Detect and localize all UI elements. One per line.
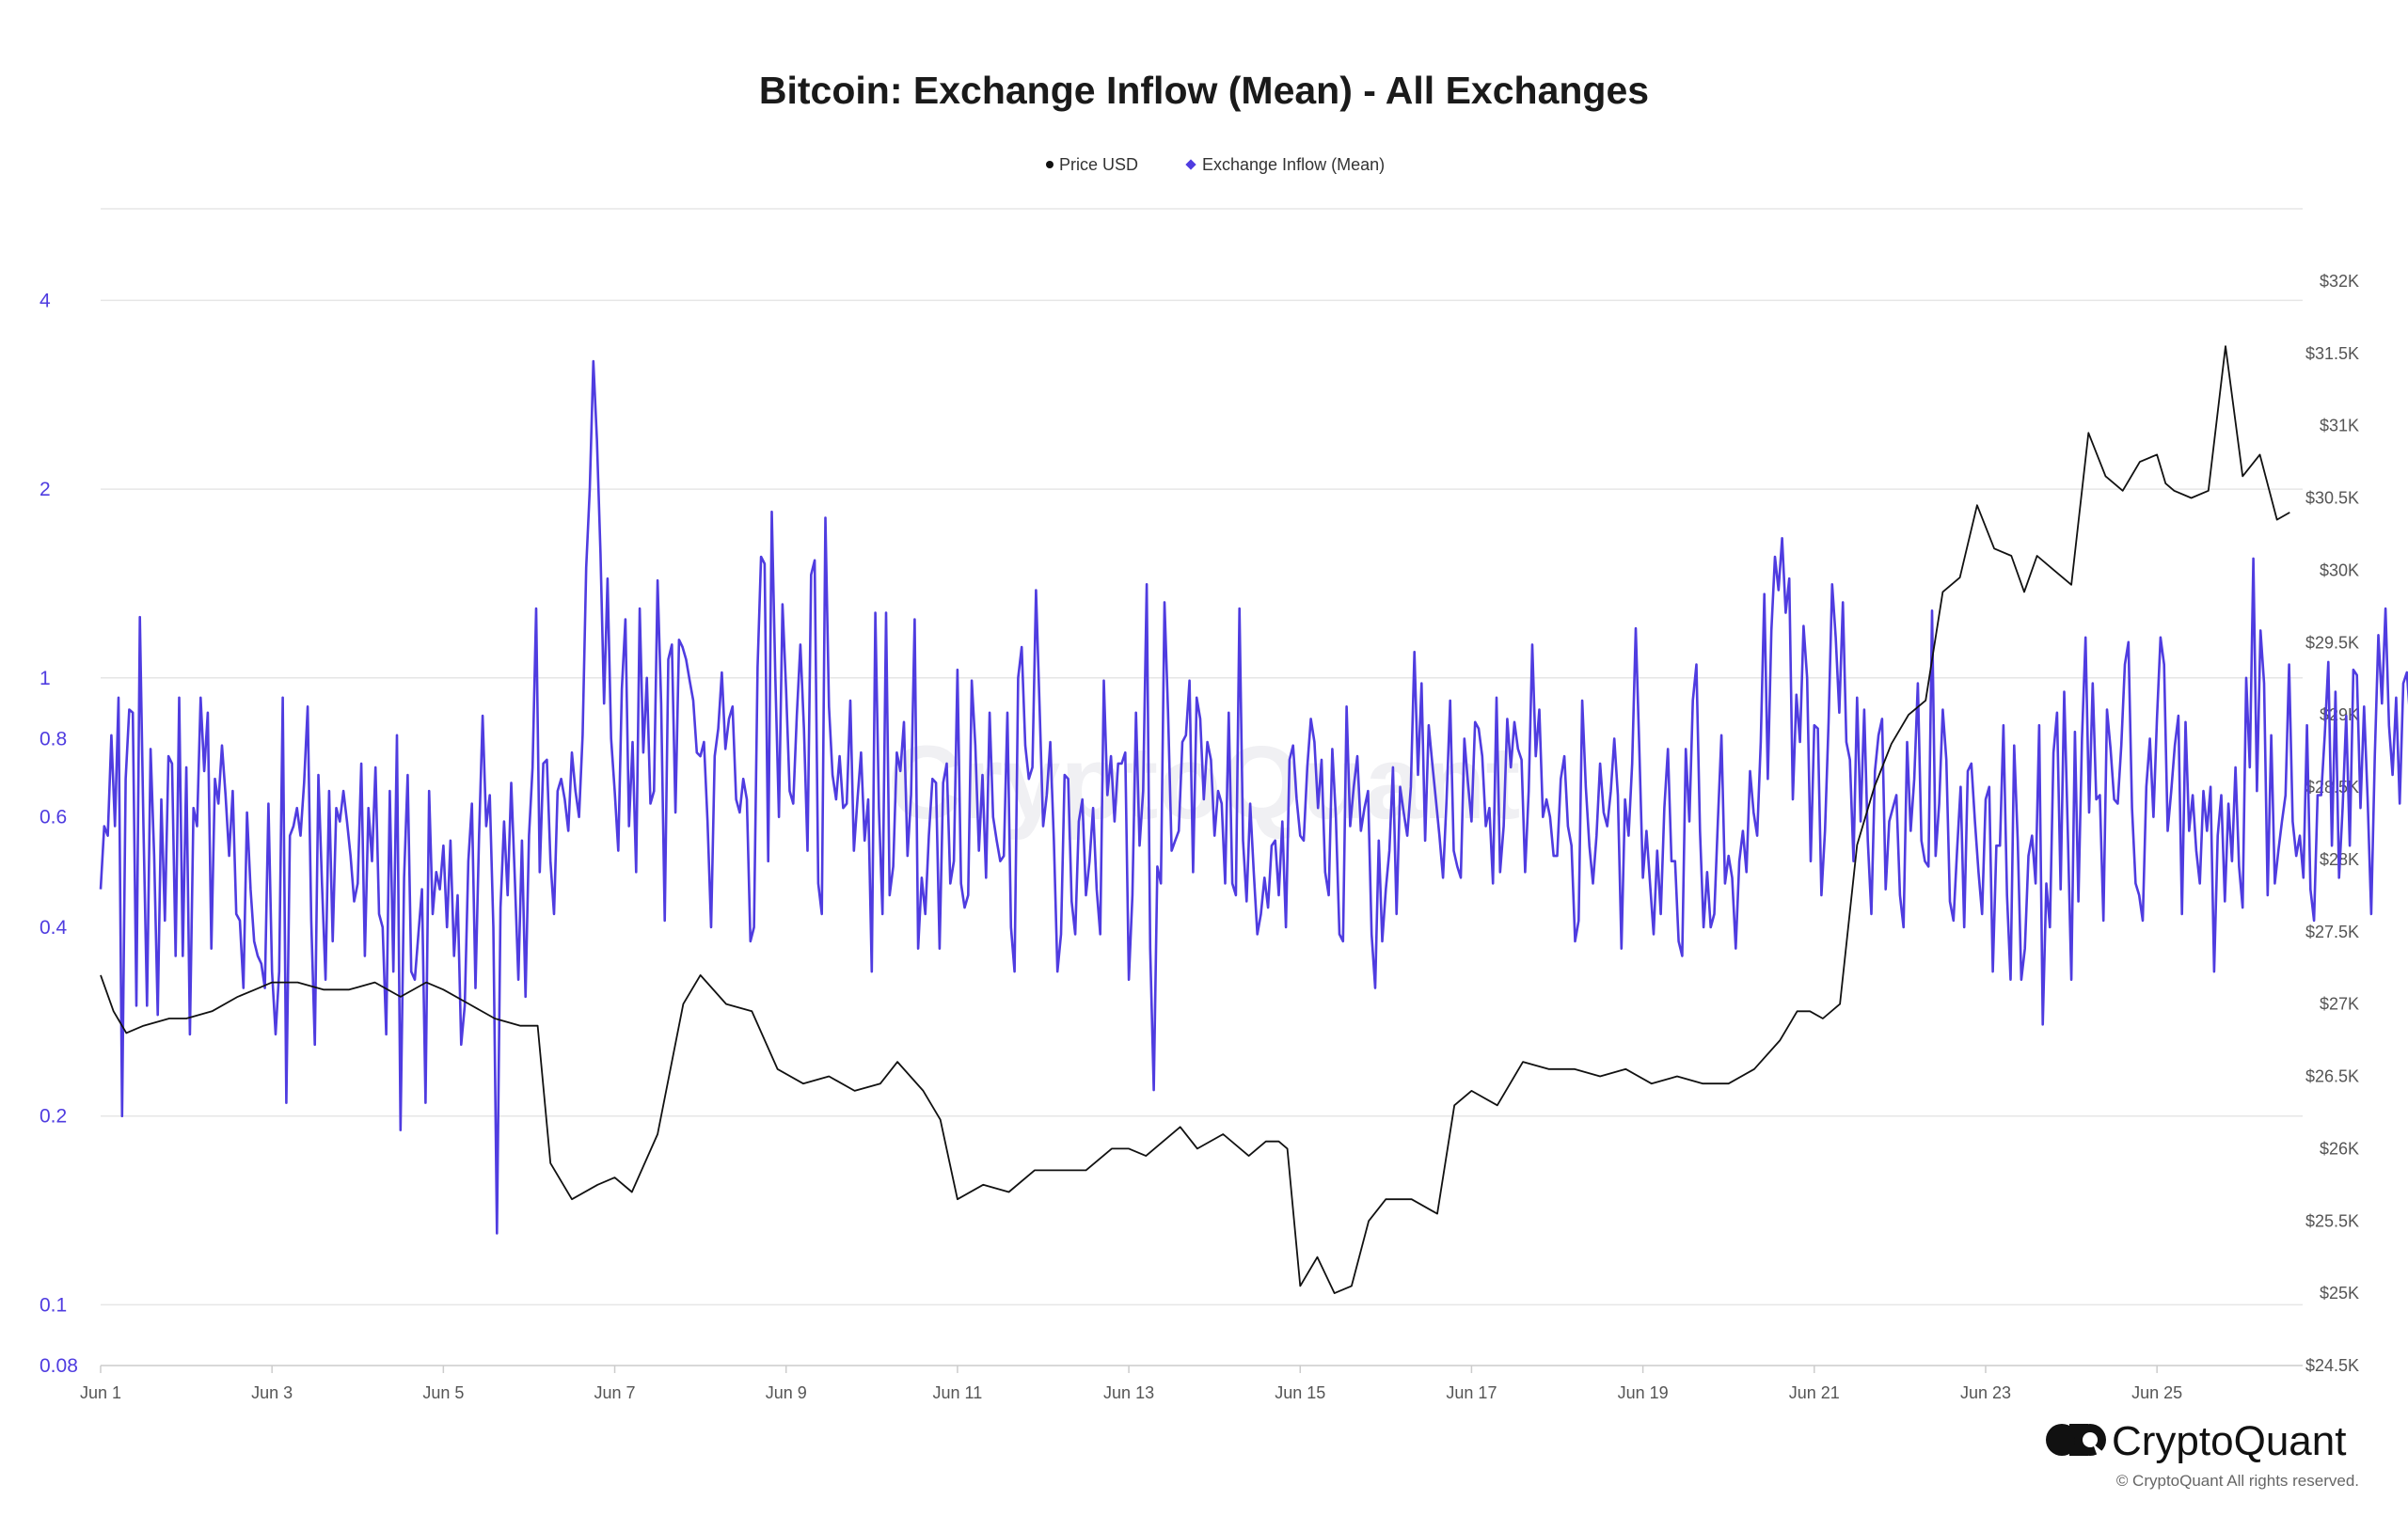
- y-right-tick-label: $32K: [2320, 272, 2359, 291]
- legend-label-inflow: Exchange Inflow (Mean): [1202, 155, 1385, 174]
- cryptoquant-logo: CryptoQuant: [2046, 1418, 2346, 1464]
- y-right-tick-label: $24.5K: [2305, 1356, 2359, 1375]
- x-tick-label: Jun 9: [766, 1383, 807, 1402]
- y-right-tick-label: $30.5K: [2305, 489, 2359, 508]
- y-right-tick-label: $27K: [2320, 995, 2359, 1014]
- x-tick-label: Jun 23: [1960, 1383, 2011, 1402]
- y-right-tick-label: $25.5K: [2305, 1211, 2359, 1230]
- x-tick-label: Jun 5: [422, 1383, 464, 1402]
- inflow-line: [99, 359, 2408, 1235]
- y-left-tick-label: 2: [40, 479, 51, 500]
- y-left-tick-label: 0.08: [40, 1355, 78, 1377]
- left-axis: 0.08 0.1 0.2 0.4 0.6 0.8 1 2 4: [40, 290, 78, 1377]
- x-tick-label: Jun 3: [251, 1383, 293, 1402]
- x-tick-label: Jun 7: [594, 1383, 636, 1402]
- y-right-tick-label: $26.5K: [2305, 1067, 2359, 1086]
- legend-item-price[interactable]: Price USD: [1046, 155, 1138, 174]
- copyright-text: © CryptoQuant All rights reserved.: [2116, 1472, 2359, 1490]
- y-left-tick-label: 1: [40, 668, 51, 689]
- logo-mark-icon: [2046, 1424, 2109, 1457]
- legend-label-price: Price USD: [1059, 155, 1138, 174]
- legend-marker-price: [1046, 161, 1054, 168]
- x-axis: Jun 1 Jun 3 Jun 5 Jun 7 Jun 9 Jun 11 Jun 13 Jun…: [80, 1366, 2182, 1402]
- y-left-tick-label: 0.2: [40, 1106, 67, 1128]
- x-tick-label: Jun 19: [1618, 1383, 1669, 1402]
- y-right-tick-label: $31K: [2320, 417, 2359, 435]
- y-right-tick-label: $29.5K: [2305, 633, 2359, 652]
- y-left-tick-label: 0.8: [40, 728, 67, 750]
- y-right-tick-label: $31.5K: [2305, 344, 2359, 363]
- x-tick-label: Jun 17: [1446, 1383, 1497, 1402]
- y-right-tick-label: $25K: [2320, 1284, 2359, 1303]
- price-line: [100, 345, 2290, 1294]
- x-tick-label: Jun 13: [1103, 1383, 1154, 1402]
- x-tick-label: Jun 25: [2131, 1383, 2182, 1402]
- y-right-tick-label: $30K: [2320, 561, 2359, 579]
- y-right-tick-label: $26K: [2320, 1139, 2359, 1158]
- y-left-tick-label: 0.4: [40, 917, 68, 939]
- x-tick-label: Jun 21: [1789, 1383, 1840, 1402]
- y-right-tick-label: $27.5K: [2305, 923, 2359, 941]
- series-price: [100, 345, 2290, 1294]
- legend: Price USD Exchange Inflow (Mean): [1046, 155, 1385, 174]
- legend-marker-inflow: [1185, 159, 1196, 170]
- series-inflow: [99, 359, 2408, 1235]
- y-left-tick-label: 0.6: [40, 807, 67, 829]
- legend-item-inflow[interactable]: Exchange Inflow (Mean): [1185, 155, 1385, 174]
- y-left-tick-label: 4: [40, 290, 51, 311]
- grid: [101, 208, 2303, 1366]
- y-left-tick-label: 0.1: [40, 1294, 67, 1316]
- x-tick-label: Jun 11: [933, 1383, 983, 1402]
- chart-title: Bitcoin: Exchange Inflow (Mean) - All Ex…: [759, 69, 1649, 112]
- x-tick-label: Jun 15: [1275, 1383, 1325, 1402]
- brand-name: CryptoQuant: [2112, 1418, 2346, 1464]
- right-axis: $24.5K$25K$25.5K$26K$26.5K$27K$27.5K$28K…: [2305, 272, 2359, 1375]
- x-tick-label: Jun 1: [80, 1383, 121, 1402]
